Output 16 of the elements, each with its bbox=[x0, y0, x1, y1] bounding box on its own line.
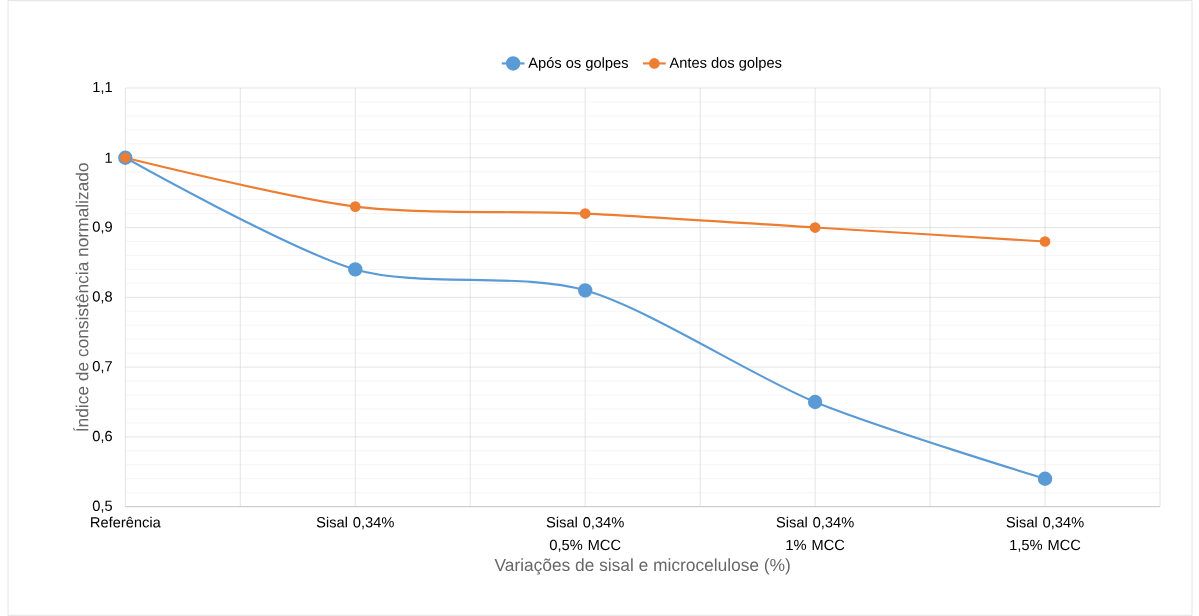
x-tick-label: Sisal 0,34% bbox=[316, 516, 394, 530]
y-tick-label: 0,5 bbox=[92, 500, 112, 513]
y-axis-title: Índice de consistência normalizado bbox=[73, 163, 89, 432]
legend-label: Antes dos golpes bbox=[669, 57, 782, 71]
y-tick-label: 0,7 bbox=[92, 361, 112, 374]
x-tick-label: Referência bbox=[91, 516, 161, 528]
x-axis-title: Variações de sisal e microcelulose (%) bbox=[494, 558, 790, 575]
x-tick-label: Sisal 0,34% 1,5% MCC bbox=[1006, 516, 1084, 552]
legend-label: Após os golpes bbox=[528, 57, 628, 71]
x-tick-label: Sisal 0,34% 0,5% MCC bbox=[546, 516, 624, 552]
y-tick-label: 1 bbox=[105, 152, 112, 163]
y-tick-label: 0,6 bbox=[92, 430, 112, 443]
x-tick-label: Sisal 0,34% 1% MCC bbox=[776, 516, 854, 551]
y-tick-label: 1,1 bbox=[93, 82, 112, 94]
y-tick-label: 0,8 bbox=[92, 291, 112, 304]
y-tick-label: 0,9 bbox=[92, 221, 112, 234]
